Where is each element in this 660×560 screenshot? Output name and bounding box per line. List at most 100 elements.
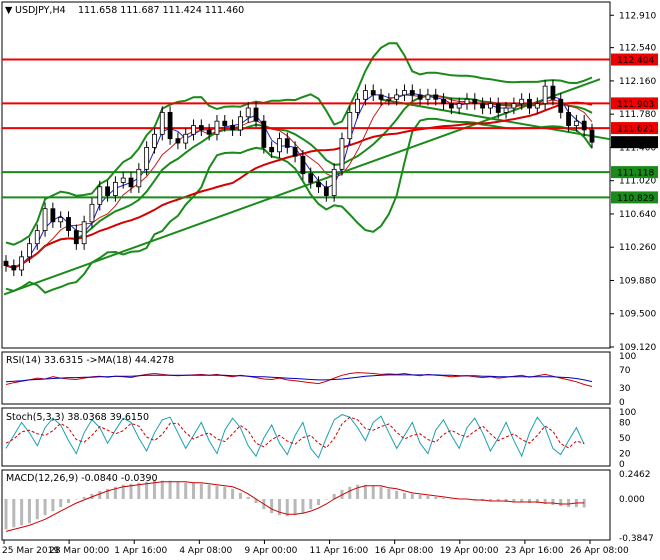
macd-hist-bar (246, 496, 250, 499)
time-tick-label: 28 Mar 00:00 (49, 546, 109, 556)
candle-body (488, 103, 493, 109)
chart-ohlc: 111.658 111.687 111.424 111.460 (78, 5, 244, 16)
stoch-d-line (5, 416, 585, 449)
candle-body (237, 116, 243, 131)
candle-body (370, 90, 376, 96)
macd-hist-bar (20, 498, 24, 526)
time-tick-label: 11 Apr 16:00 (310, 546, 369, 556)
macd-label: MACD(12,26,9) -0.0840 -0.0390 (6, 473, 158, 484)
macd-hist-bar (301, 498, 305, 514)
level-label-bg (611, 53, 658, 66)
candle-body (3, 260, 9, 266)
ma-fast-red (5, 94, 593, 269)
candle-body (269, 147, 275, 153)
candle-body (66, 217, 71, 231)
macd-hist-bar (473, 498, 477, 500)
candle-body (472, 98, 478, 105)
stoch-panel (1, 407, 611, 467)
macd-hist-bar (317, 498, 321, 506)
macd-hist-bar (418, 494, 422, 499)
macd-hist-bar (238, 492, 242, 499)
time-tick-label: 9 Apr 00:00 (244, 546, 297, 556)
stoch-k-line (5, 414, 585, 459)
candle-body (230, 125, 235, 131)
level-label: 110.829 (617, 194, 654, 204)
macd-hist-bar (192, 482, 196, 499)
price-tick-label: 112.910 (619, 11, 656, 21)
price-tick-label: 110.260 (619, 243, 656, 253)
macd-hist-bar (285, 498, 289, 517)
trendline-falling (379, 98, 613, 141)
rsi-tick-label: 0 (619, 398, 625, 408)
macd-hist-bar (223, 486, 227, 499)
macd-hist-bar (176, 481, 180, 499)
candle-body (42, 208, 48, 231)
current-price-label: 111.460 (617, 139, 654, 149)
candle-body (542, 85, 548, 105)
chart-symbol: USDJPY,H4 (15, 5, 66, 16)
macd-hist-bar (121, 484, 125, 499)
candle-body (97, 186, 103, 205)
macd-hist-bar (551, 498, 555, 506)
candle-body (277, 138, 282, 153)
candle-body (581, 120, 587, 131)
time-tick-label: 4 Apr 08:00 (179, 546, 232, 556)
candle-body (378, 94, 384, 100)
candle-body (355, 98, 361, 113)
macd-hist-bar (145, 481, 149, 499)
level-label: 111.118 (617, 169, 654, 179)
trendline-rising (3, 78, 601, 296)
price-tick-label: 109.120 (619, 343, 656, 353)
rsi-tick-label: 70 (619, 366, 631, 376)
candle-body (527, 98, 532, 109)
time-tick-label: 1 Apr 16:00 (114, 546, 167, 556)
macd-hist-bar (309, 498, 313, 510)
main-panel (1, 1, 611, 349)
macd-hist-bar (199, 483, 203, 499)
macd-hist-bar (379, 486, 383, 499)
macd-hist-bar (27, 498, 31, 524)
level-label-bg (611, 166, 658, 179)
candle-body (363, 90, 368, 100)
macd-tick-label: -0.3847 (619, 534, 654, 544)
macd-hist-bar (449, 498, 453, 500)
macd-hist-bar (559, 498, 563, 507)
macd-hist-bar (520, 498, 524, 503)
macd-hist-bar (106, 488, 110, 499)
stoch-tick-label: 100 (619, 408, 636, 418)
candle-body (347, 112, 353, 140)
macd-hist-bar (12, 498, 16, 528)
candle-body (589, 129, 595, 143)
candle-body (433, 94, 439, 100)
macd-hist-bar (98, 490, 102, 499)
bollinger-lower (5, 117, 593, 294)
macd-hist-bar (59, 498, 63, 508)
candle-body (128, 177, 134, 188)
candle-body (105, 186, 110, 196)
rsi-label: RSI(14) 33.6315 ->MA(18) 44.4278 (6, 355, 174, 366)
level-label-bg (611, 191, 658, 204)
current-price-bg (611, 136, 658, 149)
macd-hist-bar (293, 498, 297, 516)
candle-body (206, 129, 212, 135)
candle-body (183, 133, 189, 144)
candle-body (167, 112, 173, 140)
candle-body (19, 256, 25, 271)
candle-body (27, 243, 32, 258)
price-tick-label: 112.160 (619, 77, 656, 87)
candle-body (159, 112, 165, 135)
candle-body (11, 265, 17, 271)
candle-body (222, 120, 228, 126)
macd-hist-bar (402, 492, 406, 499)
candle-body (573, 120, 579, 126)
candle-body (198, 125, 204, 131)
macd-hist-bar (543, 498, 547, 505)
candle-body (120, 177, 126, 183)
macd-hist-bar (535, 498, 539, 504)
candle-body (191, 125, 196, 135)
candle-body (441, 98, 446, 105)
candle-body (284, 138, 290, 148)
macd-hist-bar (215, 485, 219, 499)
macd-hist-bar (168, 480, 172, 499)
level-label-bg (611, 122, 658, 135)
